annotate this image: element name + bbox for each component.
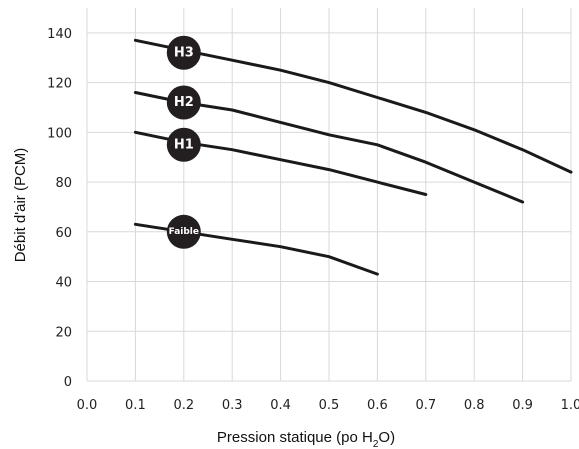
- badge-circle: [166, 127, 201, 162]
- y-tick-label: 20: [55, 325, 72, 340]
- x-tick-label: 0.7: [415, 398, 436, 413]
- series-label: H2: [174, 95, 194, 110]
- series-badge-faible: Faible: [166, 214, 201, 249]
- y-tick-label: 120: [47, 77, 72, 92]
- series-badges: H3 H2 H1 Faible: [166, 35, 201, 249]
- x-tick-label: 0.0: [77, 398, 98, 413]
- y-axis-title: Débit d'air (PCM): [12, 148, 29, 263]
- badge-circle: [166, 214, 201, 249]
- series-badge-h3: H3: [166, 35, 201, 70]
- x-axis-title-main: Pression statique (po H: [217, 429, 373, 446]
- x-tick-label: 0.2: [173, 398, 194, 413]
- grid: [86, 8, 572, 382]
- y-tick-label: 140: [47, 27, 72, 42]
- y-tick-label: 60: [55, 226, 72, 241]
- x-axis-title-subscript: 2: [373, 439, 379, 449]
- x-tick-label: 0.8: [464, 398, 485, 413]
- y-tick-label: 100: [47, 126, 72, 141]
- x-axis-title-tail: O): [378, 429, 395, 446]
- y-tick-label: 40: [55, 276, 72, 291]
- series-lines: [133, 38, 573, 276]
- x-tick-label: 0.3: [222, 398, 243, 413]
- x-tick-label: 0.6: [367, 398, 388, 413]
- y-tick-label: 0: [64, 375, 72, 390]
- x-tick-label: 0.1: [125, 398, 146, 413]
- series-label: H3: [174, 45, 194, 60]
- badge-circle: [166, 35, 201, 70]
- x-axis-title: Pression statique (po H2O): [217, 429, 395, 449]
- series-line-h3: [133, 38, 573, 174]
- x-tick-label: 0.4: [270, 398, 291, 413]
- series-label: Faible: [169, 227, 199, 237]
- x-tick-label: 0.5: [319, 398, 340, 413]
- series-badge-h1: H1: [166, 127, 201, 162]
- x-tick-labels: 0.0 0.1 0.2 0.3 0.4 0.5 0.6 0.7 0.8 0.9 1.0: [77, 398, 579, 413]
- x-tick-label: 0.9: [512, 398, 533, 413]
- y-tick-labels: 0 20 40 60 80 100 120 140: [47, 27, 72, 390]
- y-tick-label: 80: [55, 176, 72, 191]
- badge-circle: [166, 85, 201, 120]
- series-badge-h2: H2: [166, 85, 201, 120]
- x-tick-label: 1.0: [561, 398, 579, 413]
- series-label: H1: [174, 137, 194, 152]
